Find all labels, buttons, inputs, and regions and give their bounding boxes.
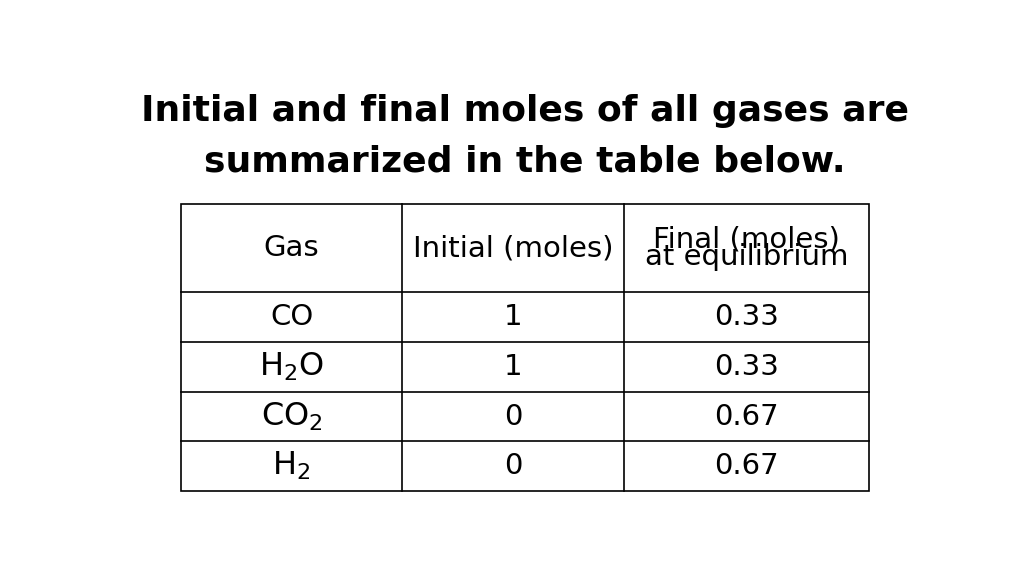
Text: 0.67: 0.67 — [714, 452, 778, 480]
Text: 0: 0 — [504, 452, 522, 480]
Text: Initial and final moles of all gases are
summarized in the table below.: Initial and final moles of all gases are… — [140, 94, 909, 179]
Text: at equilibrium: at equilibrium — [645, 242, 848, 271]
Text: Initial (moles): Initial (moles) — [413, 234, 613, 262]
Text: $\mathdefault{H_2}$: $\mathdefault{H_2}$ — [272, 450, 310, 483]
Text: 0.67: 0.67 — [714, 403, 778, 431]
Text: 1: 1 — [504, 303, 522, 331]
Text: Gas: Gas — [264, 234, 319, 262]
Text: $\mathdefault{H_2O}$: $\mathdefault{H_2O}$ — [259, 351, 324, 383]
Text: 0.33: 0.33 — [714, 303, 779, 331]
Text: Final (moles): Final (moles) — [653, 226, 840, 253]
Text: CO: CO — [270, 303, 313, 331]
Text: $\mathdefault{CO_2}$: $\mathdefault{CO_2}$ — [260, 400, 323, 433]
Text: 0: 0 — [504, 403, 522, 431]
Text: 1: 1 — [504, 353, 522, 381]
Text: 0.33: 0.33 — [714, 353, 779, 381]
